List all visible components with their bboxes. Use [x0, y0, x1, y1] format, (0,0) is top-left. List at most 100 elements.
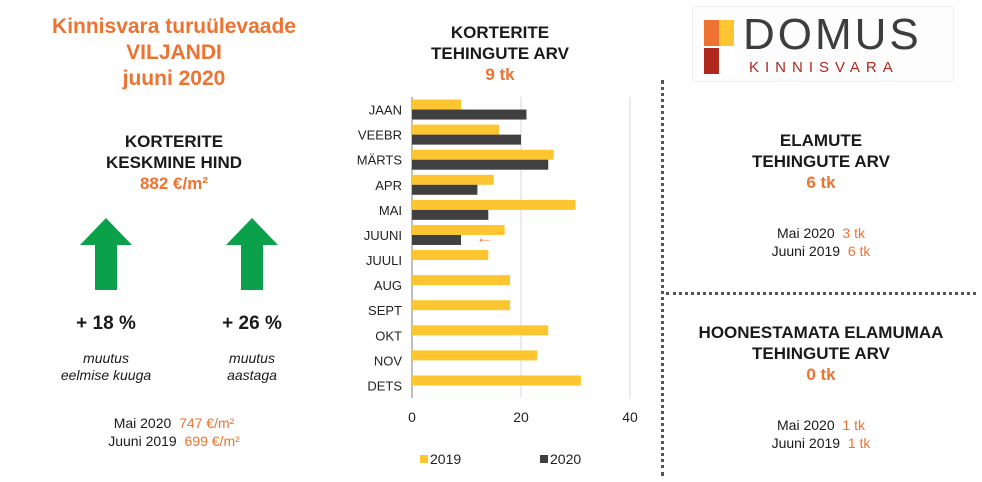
report-title-line3: juuni 2020: [122, 67, 226, 90]
x-tick-label: 20: [513, 409, 529, 425]
bar-2020-apr: [412, 184, 478, 195]
monthly-change: + 18 %: [76, 313, 136, 334]
report-title-line2: VILJANDI: [126, 41, 222, 64]
legend-label-2020: 2020: [550, 451, 581, 467]
price-compare2-label: Juuni 2019: [108, 433, 177, 449]
bar-2020-märts: [412, 159, 549, 170]
vertical-divider: [661, 80, 664, 476]
logo-sub: KINNISVARA: [749, 59, 899, 76]
land-compare2-label: Juuni 2019: [771, 435, 841, 451]
y-tick-label: VEEBR: [358, 128, 402, 143]
price-section: KORTERITE KESKMINE HIND 882 €/m²: [0, 131, 348, 194]
bar-2020-jaan: [412, 109, 527, 120]
houses-compare-row: Juuni 2019 6 tk: [668, 242, 974, 260]
houses-value: 6 tk: [806, 173, 836, 192]
chart-title-line1: KORTERITE: [450, 23, 550, 42]
y-tick-label: JAAN: [369, 103, 402, 118]
price-compare1-value: 747 €/m²: [179, 415, 235, 431]
chart-title-value: 9 tk: [485, 65, 515, 84]
yearly-arrow-shape: [226, 218, 278, 290]
y-tick-label: DETS: [367, 378, 402, 393]
y-tick-label: JUULI: [366, 253, 402, 268]
monthly-label-line2: eelmise kuuga: [60, 367, 152, 383]
price-heading-line1: KORTERITE: [124, 132, 224, 151]
logo-square-red-right: [719, 48, 734, 74]
bar-2019-dets: [412, 375, 581, 386]
logo-square-orange: [704, 20, 719, 46]
chart-title-line2: TEHINGUTE ARV: [431, 44, 569, 63]
y-tick-label: AUG: [374, 278, 402, 293]
houses-comparison: Mai 2020 3 tk Juuni 2019 6 tk: [668, 224, 974, 260]
domus-logo: DOMUS KINNISVARA: [692, 6, 954, 82]
land-compare1-value: 1 tk: [842, 417, 865, 433]
bar-2019-märts: [412, 149, 554, 160]
logo-square-red: [704, 48, 719, 74]
y-tick-label: JUUNI: [364, 228, 402, 243]
y-tick-label: NOV: [374, 353, 403, 368]
monthly-change-label: muutus eelmise kuuga: [36, 350, 176, 384]
bar-2019-jaan: [412, 99, 462, 110]
x-tick-label: 40: [622, 409, 638, 425]
monthly-arrow-shape: [80, 218, 132, 290]
yearly-change: + 26 %: [222, 313, 282, 334]
report-title: Kinnisvara turuülevaade VILJANDI juuni 2…: [0, 14, 348, 92]
yearly-change-label: muutus aastaga: [182, 350, 322, 384]
price-compare-row: Mai 2020 747 €/m²: [0, 414, 348, 432]
bar-2020-juuni: [412, 234, 462, 245]
bar-2019-juuli: [412, 250, 489, 261]
houses-compare2-value: 6 tk: [847, 243, 871, 259]
report-title-line1: Kinnisvara turuülevaade: [52, 15, 296, 38]
y-tick-label: MAI: [379, 203, 402, 218]
bar-2019-juuni: [412, 224, 505, 235]
houses-heading-line1: ELAMUTE: [779, 131, 863, 150]
houses-compare-row: Mai 2020 3 tk: [668, 224, 974, 242]
x-tick-label: 0: [408, 409, 416, 425]
price-value: 882 €/m²: [139, 174, 209, 193]
logo-brand: DOMUS: [743, 10, 922, 59]
yearly-label-line2: aastaga: [227, 367, 277, 383]
land-value: 0 tk: [806, 365, 836, 384]
y-tick-label: APR: [375, 178, 402, 193]
land-heading-line2: TEHINGUTE ARV: [752, 344, 890, 363]
price-compare-row: Juuni 2019 699 €/m²: [0, 432, 348, 450]
bar-2019-sept: [412, 300, 511, 311]
horizontal-divider: [666, 292, 976, 295]
bar-2019-mai: [412, 199, 576, 210]
price-heading-line2: KESKMINE HIND: [105, 153, 242, 172]
y-tick-label: OKT: [375, 328, 402, 343]
monthly-label-line1: muutus: [83, 350, 129, 366]
land-compare1-label: Mai 2020: [777, 417, 835, 433]
logo-mark-icon: [704, 20, 734, 74]
legend-swatch-2020: [540, 455, 548, 463]
land-compare-row: Mai 2020 1 tk: [668, 416, 974, 434]
up-arrow-icon: [226, 218, 278, 290]
bar-2019-apr: [412, 174, 494, 185]
land-comparison: Mai 2020 1 tk Juuni 2019 1 tk: [668, 416, 974, 452]
houses-compare2-label: Juuni 2019: [771, 243, 841, 259]
up-arrow-icon: [80, 218, 132, 290]
chart-title: KORTERITE TEHINGUTE ARV 9 tk: [400, 22, 600, 85]
bar-2019-aug: [412, 275, 511, 286]
logo-square-yellow: [719, 20, 734, 46]
y-tick-label: MÄRTS: [357, 153, 403, 168]
price-comparison: Mai 2020 747 €/m² Juuni 2019 699 €/m²: [0, 414, 348, 450]
yearly-label-line1: muutus: [229, 350, 275, 366]
legend-label-2019: 2019: [430, 451, 461, 467]
y-tick-label: SEPT: [368, 303, 402, 318]
legend-swatch-2019: [420, 455, 428, 463]
houses-heading-line2: TEHINGUTE ARV: [752, 152, 890, 171]
land-compare-row: Juuni 2019 1 tk: [668, 434, 974, 452]
land-section: HOONESTAMATA ELAMUMAA TEHINGUTE ARV 0 tk: [668, 322, 974, 385]
bar-2019-okt: [412, 325, 549, 336]
apartment-transactions-chart: 0 20 40 JAAN VEEBR MÄRTS APR MAI JUUNI ← JUULI AUG S…: [357, 97, 638, 467]
price-compare1-label: Mai 2020: [113, 415, 172, 431]
land-heading-line1: HOONESTAMATA ELAMUMAA: [698, 323, 944, 342]
annotation-arrow-icon: ←: [476, 228, 493, 247]
bar-2019-nov: [412, 350, 538, 361]
bar-2020-mai: [412, 209, 489, 220]
houses-section: ELAMUTE TEHINGUTE ARV 6 tk: [668, 130, 974, 193]
bar-2020-veebr: [412, 134, 521, 145]
price-compare2-value: 699 €/m²: [184, 433, 240, 449]
houses-compare1-value: 3 tk: [842, 225, 865, 241]
land-compare2-value: 1 tk: [847, 435, 871, 451]
